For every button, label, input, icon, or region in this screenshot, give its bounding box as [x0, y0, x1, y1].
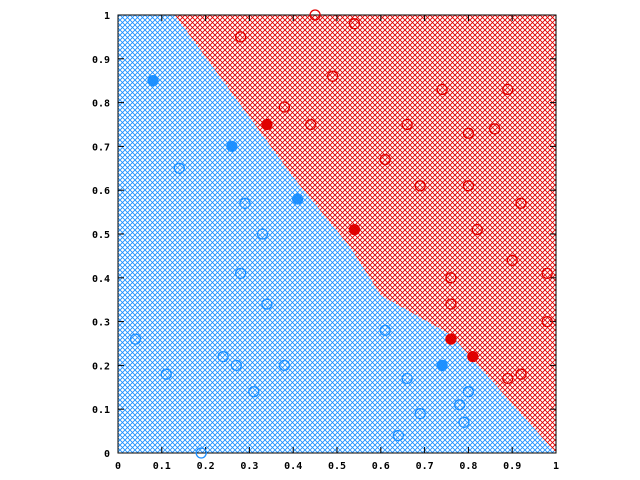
data-point [502, 372, 514, 385]
data-point [541, 267, 553, 280]
data-point [160, 368, 172, 380]
y-tick-label: 0.3 [92, 318, 110, 329]
data-point [226, 140, 238, 153]
data-point [515, 368, 527, 380]
data-point [248, 386, 260, 398]
data-point [278, 101, 291, 113]
data-point [234, 31, 247, 43]
y-tick-label: 0 [104, 449, 110, 460]
data-point [217, 350, 229, 363]
x-tick-label: 0.3 [240, 461, 258, 472]
x-tick-label: 1 [553, 461, 559, 472]
data-point [489, 123, 501, 135]
data-point [445, 333, 457, 345]
data-point [445, 298, 457, 310]
data-point [462, 180, 475, 192]
axis-ticks: 0 0.1 0.2 0.3 0.4 0.5 0.6 0.7 0.8 0.9 1 0 0.1 0.2 0.3 0… [92, 11, 559, 472]
data-point [467, 350, 479, 363]
data-point [458, 416, 470, 428]
data-point [348, 223, 361, 236]
y-tick-label: 0.4 [92, 274, 110, 285]
data-point [278, 359, 291, 372]
data-point [234, 267, 247, 280]
data-point [379, 324, 391, 337]
data-point [147, 75, 159, 87]
data-point [401, 118, 413, 131]
y-tick-label: 1 [104, 11, 110, 22]
x-tick-label: 0.1 [153, 461, 171, 472]
x-tick-label: 0 [115, 461, 121, 472]
data-point [256, 228, 269, 240]
data-point [453, 399, 466, 411]
data-point [173, 162, 185, 174]
y-tick-label: 0.6 [92, 186, 110, 197]
data-point [462, 386, 475, 398]
data-point [541, 315, 553, 328]
x-tick-label: 0.8 [459, 461, 477, 472]
x-tick-label: 0.6 [372, 461, 390, 472]
region-blue [118, 15, 556, 453]
data-point [261, 118, 273, 131]
data-point [291, 193, 304, 205]
data-point [414, 407, 426, 420]
data-point [379, 153, 391, 166]
x-tick-label: 0.9 [503, 461, 521, 472]
x-tick-label: 0.7 [416, 461, 434, 472]
y-tick-label: 0.9 [92, 55, 110, 66]
data-point [401, 372, 413, 385]
data-point [239, 197, 251, 209]
data-point [502, 83, 514, 96]
x-tick-label: 0.4 [284, 461, 302, 472]
y-tick-label: 0.2 [92, 361, 110, 372]
data-point [471, 223, 483, 236]
data-point [309, 9, 321, 21]
y-tick-label: 0.1 [92, 405, 110, 416]
data-point [305, 118, 317, 131]
y-tick-label: 0.7 [92, 142, 110, 153]
data-point [445, 272, 457, 284]
data-points [129, 9, 553, 459]
data-point [436, 359, 448, 372]
data-point [436, 83, 448, 96]
data-point [392, 429, 404, 442]
data-point [506, 254, 518, 266]
data-point [326, 70, 339, 82]
data-point [414, 180, 426, 192]
data-point [195, 447, 207, 459]
data-point [230, 359, 242, 372]
data-point [515, 197, 527, 209]
y-tick-label: 0.5 [92, 230, 110, 241]
data-point [348, 18, 361, 30]
decision-regions [118, 15, 556, 453]
data-point [462, 127, 475, 139]
data-point [129, 333, 142, 345]
y-tick-label: 0.8 [92, 99, 110, 110]
data-point [261, 298, 273, 310]
x-tick-label: 0.2 [197, 461, 215, 472]
x-tick-label: 0.5 [328, 461, 346, 472]
